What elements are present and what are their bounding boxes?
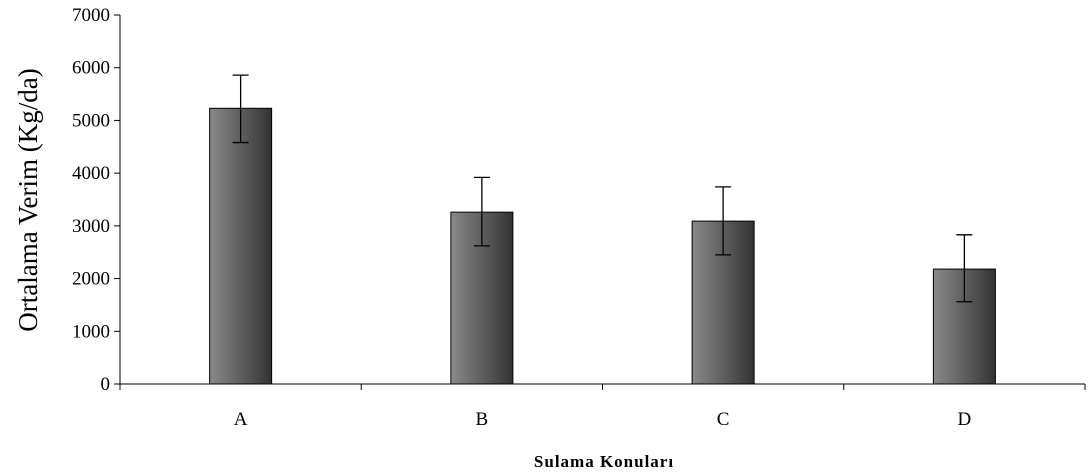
bar-a xyxy=(209,107,273,385)
plot-area: 0 1000 2000 3000 4000 5000 6000 7000 A B C D xyxy=(72,5,1086,430)
y-tick-label: 6000 xyxy=(72,58,110,79)
x-axis-title: Sulama Konuları xyxy=(534,452,674,471)
y-tick-label: 2000 xyxy=(72,269,110,290)
x-tick-label-d: D xyxy=(958,409,972,430)
y-tick-label: 7000 xyxy=(72,5,110,26)
x-tick-label-a: A xyxy=(234,409,248,430)
y-axis-title: Ortalama Verim (Kg/da) xyxy=(13,68,43,331)
y-tick-label: 3000 xyxy=(72,216,110,237)
y-tick-label: 0 xyxy=(101,374,111,395)
x-tick-label-b: B xyxy=(476,409,489,430)
y-tick-label: 5000 xyxy=(72,110,110,131)
y-tick-label: 4000 xyxy=(72,163,110,184)
x-tick-label-c: C xyxy=(717,409,730,430)
y-tick-label: 1000 xyxy=(72,321,110,342)
